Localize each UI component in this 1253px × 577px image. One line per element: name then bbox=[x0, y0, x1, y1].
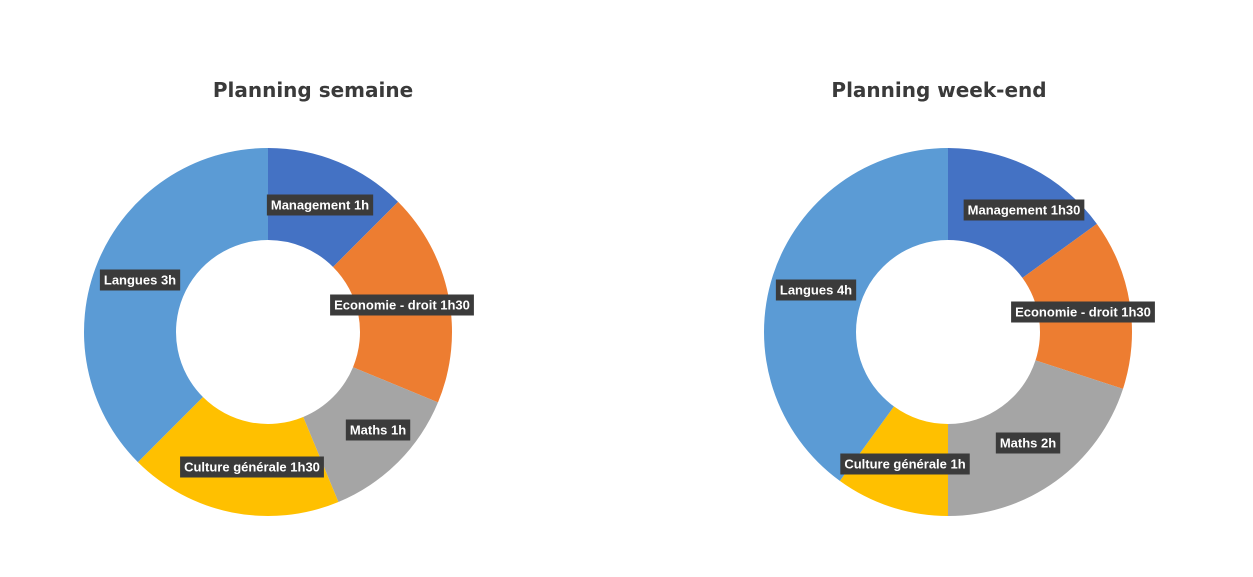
data-label-text: Culture générale 1h30 bbox=[184, 460, 320, 475]
donut-chart-week-end: Management 1h30 Economie - droit 1h30 Math… bbox=[763, 148, 1155, 516]
data-label-background bbox=[99, 269, 181, 291]
data-label-text: Management 1h bbox=[271, 198, 369, 213]
slice-langues bbox=[763, 148, 948, 481]
donut-chart-semaine: Management 1h Economie - droit 1h30 Maths … bbox=[83, 148, 474, 516]
data-label-background bbox=[995, 432, 1061, 454]
chart-planning-week-end: Planning week-end Management 1h30 Economi… bbox=[626, 0, 1252, 577]
data-label-background bbox=[840, 453, 970, 475]
data-label-background bbox=[963, 199, 1085, 221]
data-label-text: Langues 4h bbox=[780, 283, 852, 298]
data-label-text: Culture générale 1h bbox=[844, 457, 965, 472]
data-label-maths: Maths 2h bbox=[995, 432, 1061, 454]
data-label-management: Management 1h bbox=[266, 194, 374, 216]
data-label-economie-droit: Economie - droit 1h30 bbox=[1011, 301, 1155, 323]
data-label-langues: Langues 4h bbox=[775, 279, 857, 301]
data-label-management: Management 1h30 bbox=[963, 199, 1085, 221]
data-label-text: Management 1h30 bbox=[968, 203, 1081, 218]
data-label-culture-generale: Culture générale 1h bbox=[840, 453, 970, 475]
data-label-text: Maths 2h bbox=[1000, 436, 1056, 451]
chart-planning-semaine: Planning semaine Management 1h Economie -… bbox=[0, 0, 626, 577]
data-label-background bbox=[345, 419, 411, 441]
data-label-background bbox=[775, 279, 857, 301]
slice-langues bbox=[83, 148, 268, 463]
data-label-background bbox=[1011, 301, 1155, 323]
chart-title: Planning semaine bbox=[212, 78, 414, 102]
data-label-economie-droit: Economie - droit 1h30 bbox=[330, 294, 474, 316]
data-label-text: Economie - droit 1h30 bbox=[1015, 305, 1151, 320]
data-label-langues: Langues 3h bbox=[99, 269, 181, 291]
data-label-culture-generale: Culture générale 1h30 bbox=[180, 456, 324, 478]
data-label-maths: Maths 1h bbox=[345, 419, 411, 441]
chart-title: Planning week-end bbox=[831, 78, 1047, 102]
data-label-background bbox=[330, 294, 474, 316]
data-label-background bbox=[180, 456, 324, 478]
data-label-text: Economie - droit 1h30 bbox=[334, 298, 470, 313]
data-label-text: Maths 1h bbox=[350, 423, 406, 438]
data-label-background bbox=[266, 194, 374, 216]
data-label-text: Langues 3h bbox=[104, 273, 176, 288]
